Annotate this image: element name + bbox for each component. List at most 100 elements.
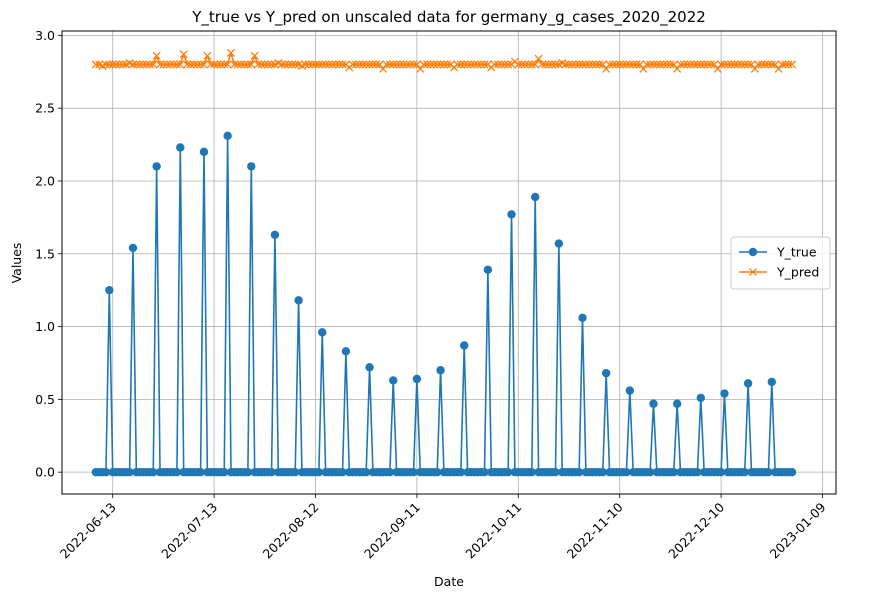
y-pred-point <box>504 60 513 69</box>
y-tick-label: 1.5 <box>35 246 55 261</box>
y-true-point <box>622 467 631 477</box>
y-true-point <box>128 243 138 253</box>
y-true-point <box>480 467 489 477</box>
legend-label: Y_pred <box>776 265 819 280</box>
y-pred-point <box>172 60 181 69</box>
y-true-point <box>220 467 229 477</box>
y-true-point <box>385 467 395 477</box>
y-pred-point <box>453 60 462 69</box>
y-true-point <box>223 131 232 141</box>
y-pred-point <box>291 60 300 69</box>
y-pred-point <box>105 60 114 69</box>
y-pred-point <box>210 60 219 69</box>
y-pred-point <box>433 60 442 69</box>
y-tick-label: 3.0 <box>35 28 55 43</box>
y-pred-point <box>321 60 330 69</box>
y-pred-point <box>635 60 645 69</box>
y-true-point <box>554 239 564 248</box>
y-pred-point <box>145 60 154 69</box>
y-pred-point <box>281 60 290 69</box>
y-pred-point <box>429 60 438 69</box>
y-pred-point <box>179 50 188 59</box>
y-pred-point <box>250 51 259 60</box>
y-pred-point <box>754 60 763 69</box>
y-pred-point <box>237 60 246 69</box>
y-pred-point <box>744 60 753 69</box>
y-pred-point <box>328 60 337 69</box>
y-pred-point <box>490 60 499 69</box>
y-true-point <box>341 347 351 356</box>
y-pred-point <box>318 60 327 69</box>
y-pred-point <box>493 60 503 69</box>
y-true-point <box>645 467 655 477</box>
y-pred-point <box>406 60 415 69</box>
y-pred-point <box>717 60 726 69</box>
y-pred-point <box>686 60 695 69</box>
y-pred-point <box>243 60 252 69</box>
y-true-point <box>199 147 209 157</box>
y-pred-point <box>375 60 384 69</box>
y-true-point <box>456 467 466 477</box>
y-pred-point <box>720 60 729 69</box>
y-pred-point <box>149 60 158 69</box>
series-line-y-true <box>95 135 793 473</box>
grid <box>62 31 836 494</box>
y-pred-point <box>730 60 739 69</box>
y-pred-point <box>689 60 699 69</box>
y-true-point <box>551 467 560 477</box>
y-pred-point <box>220 60 229 69</box>
y-pred-point <box>182 60 192 69</box>
y-pred-point <box>186 60 195 69</box>
y-pred-point <box>91 60 100 69</box>
y-pred-point <box>568 60 577 69</box>
y-pred-point <box>652 60 661 69</box>
legend-marker <box>748 247 758 257</box>
y-pred-point <box>304 60 313 69</box>
chart-title: Y_true vs Y_pred on unscaled data for ge… <box>191 8 706 27</box>
y-pred-point <box>155 60 165 69</box>
y-pred-point <box>767 60 776 69</box>
x-axis-label: Date <box>434 574 464 589</box>
y-pred-point <box>351 60 361 69</box>
y-pred-point <box>723 60 732 69</box>
y-true-point <box>270 230 280 240</box>
y-true-point <box>196 467 205 477</box>
y-pred-point <box>115 60 124 69</box>
y-pred-point <box>456 60 465 69</box>
y-true-point <box>149 467 158 477</box>
y-true-point <box>743 379 753 388</box>
y-pred-point <box>385 60 394 69</box>
y-pred-point <box>152 51 161 60</box>
x-tick-label: 2022-06-13 <box>57 500 119 562</box>
y-true-point <box>361 467 371 477</box>
y-pred-point <box>585 60 594 69</box>
y-pred-point <box>264 60 273 69</box>
y-pred-point <box>662 60 672 69</box>
y-true-point <box>338 467 347 477</box>
y-pred-point <box>575 60 584 69</box>
y-pred-point <box>439 60 448 69</box>
y-pred-point <box>581 60 590 69</box>
y-pred-point <box>629 60 638 69</box>
y-pred-point <box>233 60 242 69</box>
y-pred-point <box>331 60 340 69</box>
y-pred-point <box>764 60 773 69</box>
y-pred-point <box>534 54 543 63</box>
y-true-point <box>105 285 114 295</box>
y-pred-point <box>196 60 205 69</box>
y-tick-label: 1.0 <box>35 319 55 334</box>
y-pred-point <box>311 60 320 69</box>
y-true-point <box>294 296 303 305</box>
y-pred-point <box>416 64 425 73</box>
y-true-point <box>601 368 611 378</box>
y-pred-point <box>169 60 178 69</box>
y-true-point <box>696 393 706 403</box>
y-pred-point <box>301 60 310 69</box>
y-pred-point <box>659 60 668 69</box>
y-pred-point <box>788 60 797 69</box>
legend-marker <box>748 267 758 277</box>
legend: Y_true Y_pred <box>730 236 831 290</box>
y-pred-point <box>784 60 793 69</box>
y-true-point <box>483 265 493 274</box>
